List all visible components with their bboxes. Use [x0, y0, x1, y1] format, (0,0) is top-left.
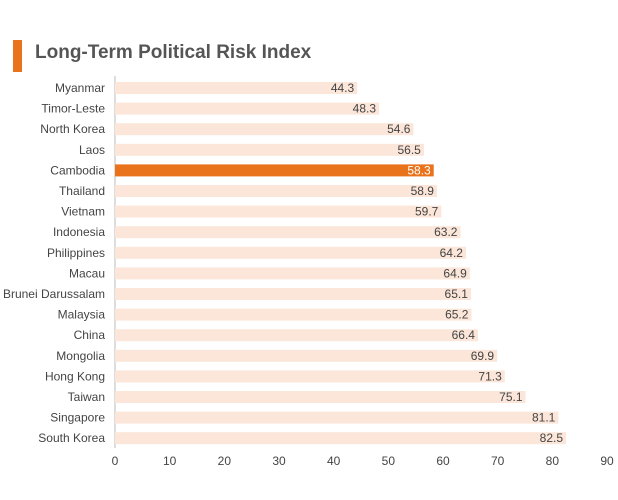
- bar: [115, 205, 442, 218]
- category-label: Timor-Leste: [41, 102, 105, 116]
- bar: [115, 411, 559, 424]
- data-label: 71.3: [478, 369, 502, 383]
- data-label: 69.9: [471, 349, 495, 363]
- title-accent-bar: [13, 40, 22, 72]
- category-label: Laos: [79, 143, 105, 157]
- data-label: 65.2: [445, 308, 469, 322]
- data-label: 54.6: [387, 122, 411, 136]
- bar: [115, 370, 505, 383]
- category-label: North Korea: [40, 122, 105, 136]
- category-label: South Korea: [38, 431, 105, 445]
- x-tick-label: 50: [382, 454, 396, 468]
- bar: [115, 349, 498, 362]
- category-label: Cambodia: [50, 163, 105, 177]
- data-label: 58.9: [411, 184, 435, 198]
- data-label: 56.5: [398, 143, 422, 157]
- bar: [115, 102, 380, 115]
- category-label: China: [74, 328, 106, 342]
- category-label: Macau: [69, 266, 105, 280]
- category-label: Myanmar: [55, 81, 105, 95]
- bar: [115, 185, 437, 197]
- x-tick-label: 20: [218, 454, 232, 468]
- x-tick-label: 0: [112, 454, 119, 468]
- bar: [115, 267, 470, 280]
- bar: [115, 288, 471, 300]
- x-tick-label: 30: [272, 454, 286, 468]
- x-tick-label: 70: [491, 454, 505, 468]
- category-label: Malaysia: [58, 308, 106, 322]
- category-label: Singapore: [50, 411, 105, 425]
- bar: [115, 82, 358, 94]
- category-label: Vietnam: [61, 205, 105, 219]
- x-tick-label: 40: [327, 454, 341, 468]
- category-label: Thailand: [59, 184, 105, 198]
- data-label: 64.9: [443, 266, 467, 280]
- data-label: 82.5: [540, 431, 564, 445]
- x-tick-label: 80: [546, 454, 560, 468]
- bar-highlighted: [115, 164, 434, 177]
- data-label: 66.4: [452, 328, 476, 342]
- chart-title: Long-Term Political Risk Index: [35, 42, 312, 63]
- x-tick-label: 10: [163, 454, 177, 468]
- bar: [115, 143, 424, 156]
- bar: [115, 226, 461, 239]
- data-label: 65.1: [445, 287, 469, 301]
- data-label: 81.1: [532, 411, 556, 425]
- data-label: 75.1: [499, 390, 523, 404]
- bar: [115, 246, 466, 259]
- x-tick-label: 90: [600, 454, 614, 468]
- bar: [115, 123, 414, 136]
- data-label: 48.3: [353, 102, 377, 116]
- category-label: Hong Kong: [45, 369, 105, 383]
- data-label: 64.2: [440, 246, 464, 260]
- category-label: Indonesia: [53, 225, 105, 239]
- bar: [115, 329, 478, 342]
- data-label: 59.7: [415, 205, 439, 219]
- data-label: 63.2: [434, 225, 458, 239]
- data-label: 58.3: [407, 163, 431, 177]
- x-tick-label: 60: [436, 454, 450, 468]
- bar: [115, 391, 526, 403]
- category-label: Mongolia: [56, 349, 105, 363]
- bar: [115, 308, 472, 321]
- category-label: Philippines: [47, 246, 105, 260]
- category-label: Taiwan: [68, 390, 105, 404]
- bar: [115, 432, 566, 445]
- category-label: Brunei Darussalam: [3, 287, 105, 301]
- data-label: 44.3: [331, 81, 355, 95]
